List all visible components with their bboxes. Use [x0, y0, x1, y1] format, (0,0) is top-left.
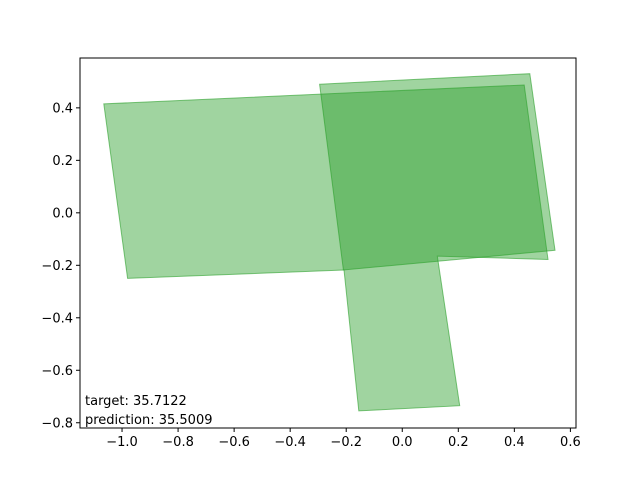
x-tick-label: −0.2	[330, 435, 362, 450]
y-tick-label: 0.0	[52, 206, 73, 221]
polygon-layer	[103, 73, 556, 412]
x-tick-label: −0.8	[162, 435, 194, 450]
y-tick-label: −0.8	[41, 416, 73, 431]
x-tick-label: 0.0	[392, 435, 413, 450]
annotation-prediction: prediction: 35.5009	[85, 413, 213, 428]
polygon-0	[103, 84, 549, 412]
axes-frame	[79, 57, 577, 429]
x-tick-label: 0.6	[560, 435, 581, 450]
y-tick-label: −0.2	[41, 259, 73, 274]
annotation-target: target: 35.7122	[85, 394, 187, 409]
y-tick-label: 0.2	[52, 154, 73, 169]
polygon-1	[319, 73, 556, 271]
x-tick-label: 0.4	[504, 435, 525, 450]
y-axis: −0.8 −0.6 −0.4 −0.2 0.0 0.2 0.4	[41, 101, 80, 431]
x-tick-label: −0.4	[274, 435, 306, 450]
x-axis: −1.0 −0.8 −0.6 −0.4 −0.2 0.0 0.2 0.4 0.6	[106, 428, 581, 450]
x-tick-label: −1.0	[106, 435, 138, 450]
x-tick-label: −0.6	[218, 435, 250, 450]
y-tick-label: −0.6	[41, 364, 73, 379]
x-tick-label: 0.2	[448, 435, 469, 450]
y-tick-label: −0.4	[41, 311, 73, 326]
y-tick-label: 0.4	[52, 101, 73, 116]
